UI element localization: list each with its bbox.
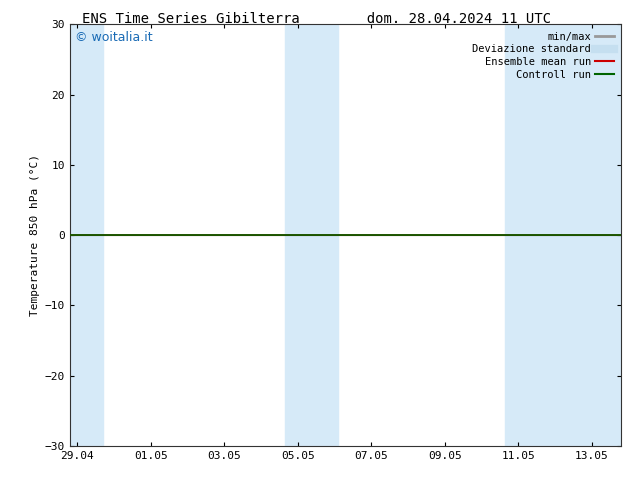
Bar <box>70 24 103 446</box>
Y-axis label: Temperature 850 hPa (°C): Temperature 850 hPa (°C) <box>30 154 41 316</box>
Bar <box>285 24 338 446</box>
Text: ENS Time Series Gibilterra        dom. 28.04.2024 11 UTC: ENS Time Series Gibilterra dom. 28.04.20… <box>82 12 552 26</box>
Text: © woitalia.it: © woitalia.it <box>75 31 153 44</box>
Legend: min/max, Deviazione standard, Ensemble mean run, Controll run: min/max, Deviazione standard, Ensemble m… <box>470 30 616 82</box>
Bar <box>505 24 621 446</box>
